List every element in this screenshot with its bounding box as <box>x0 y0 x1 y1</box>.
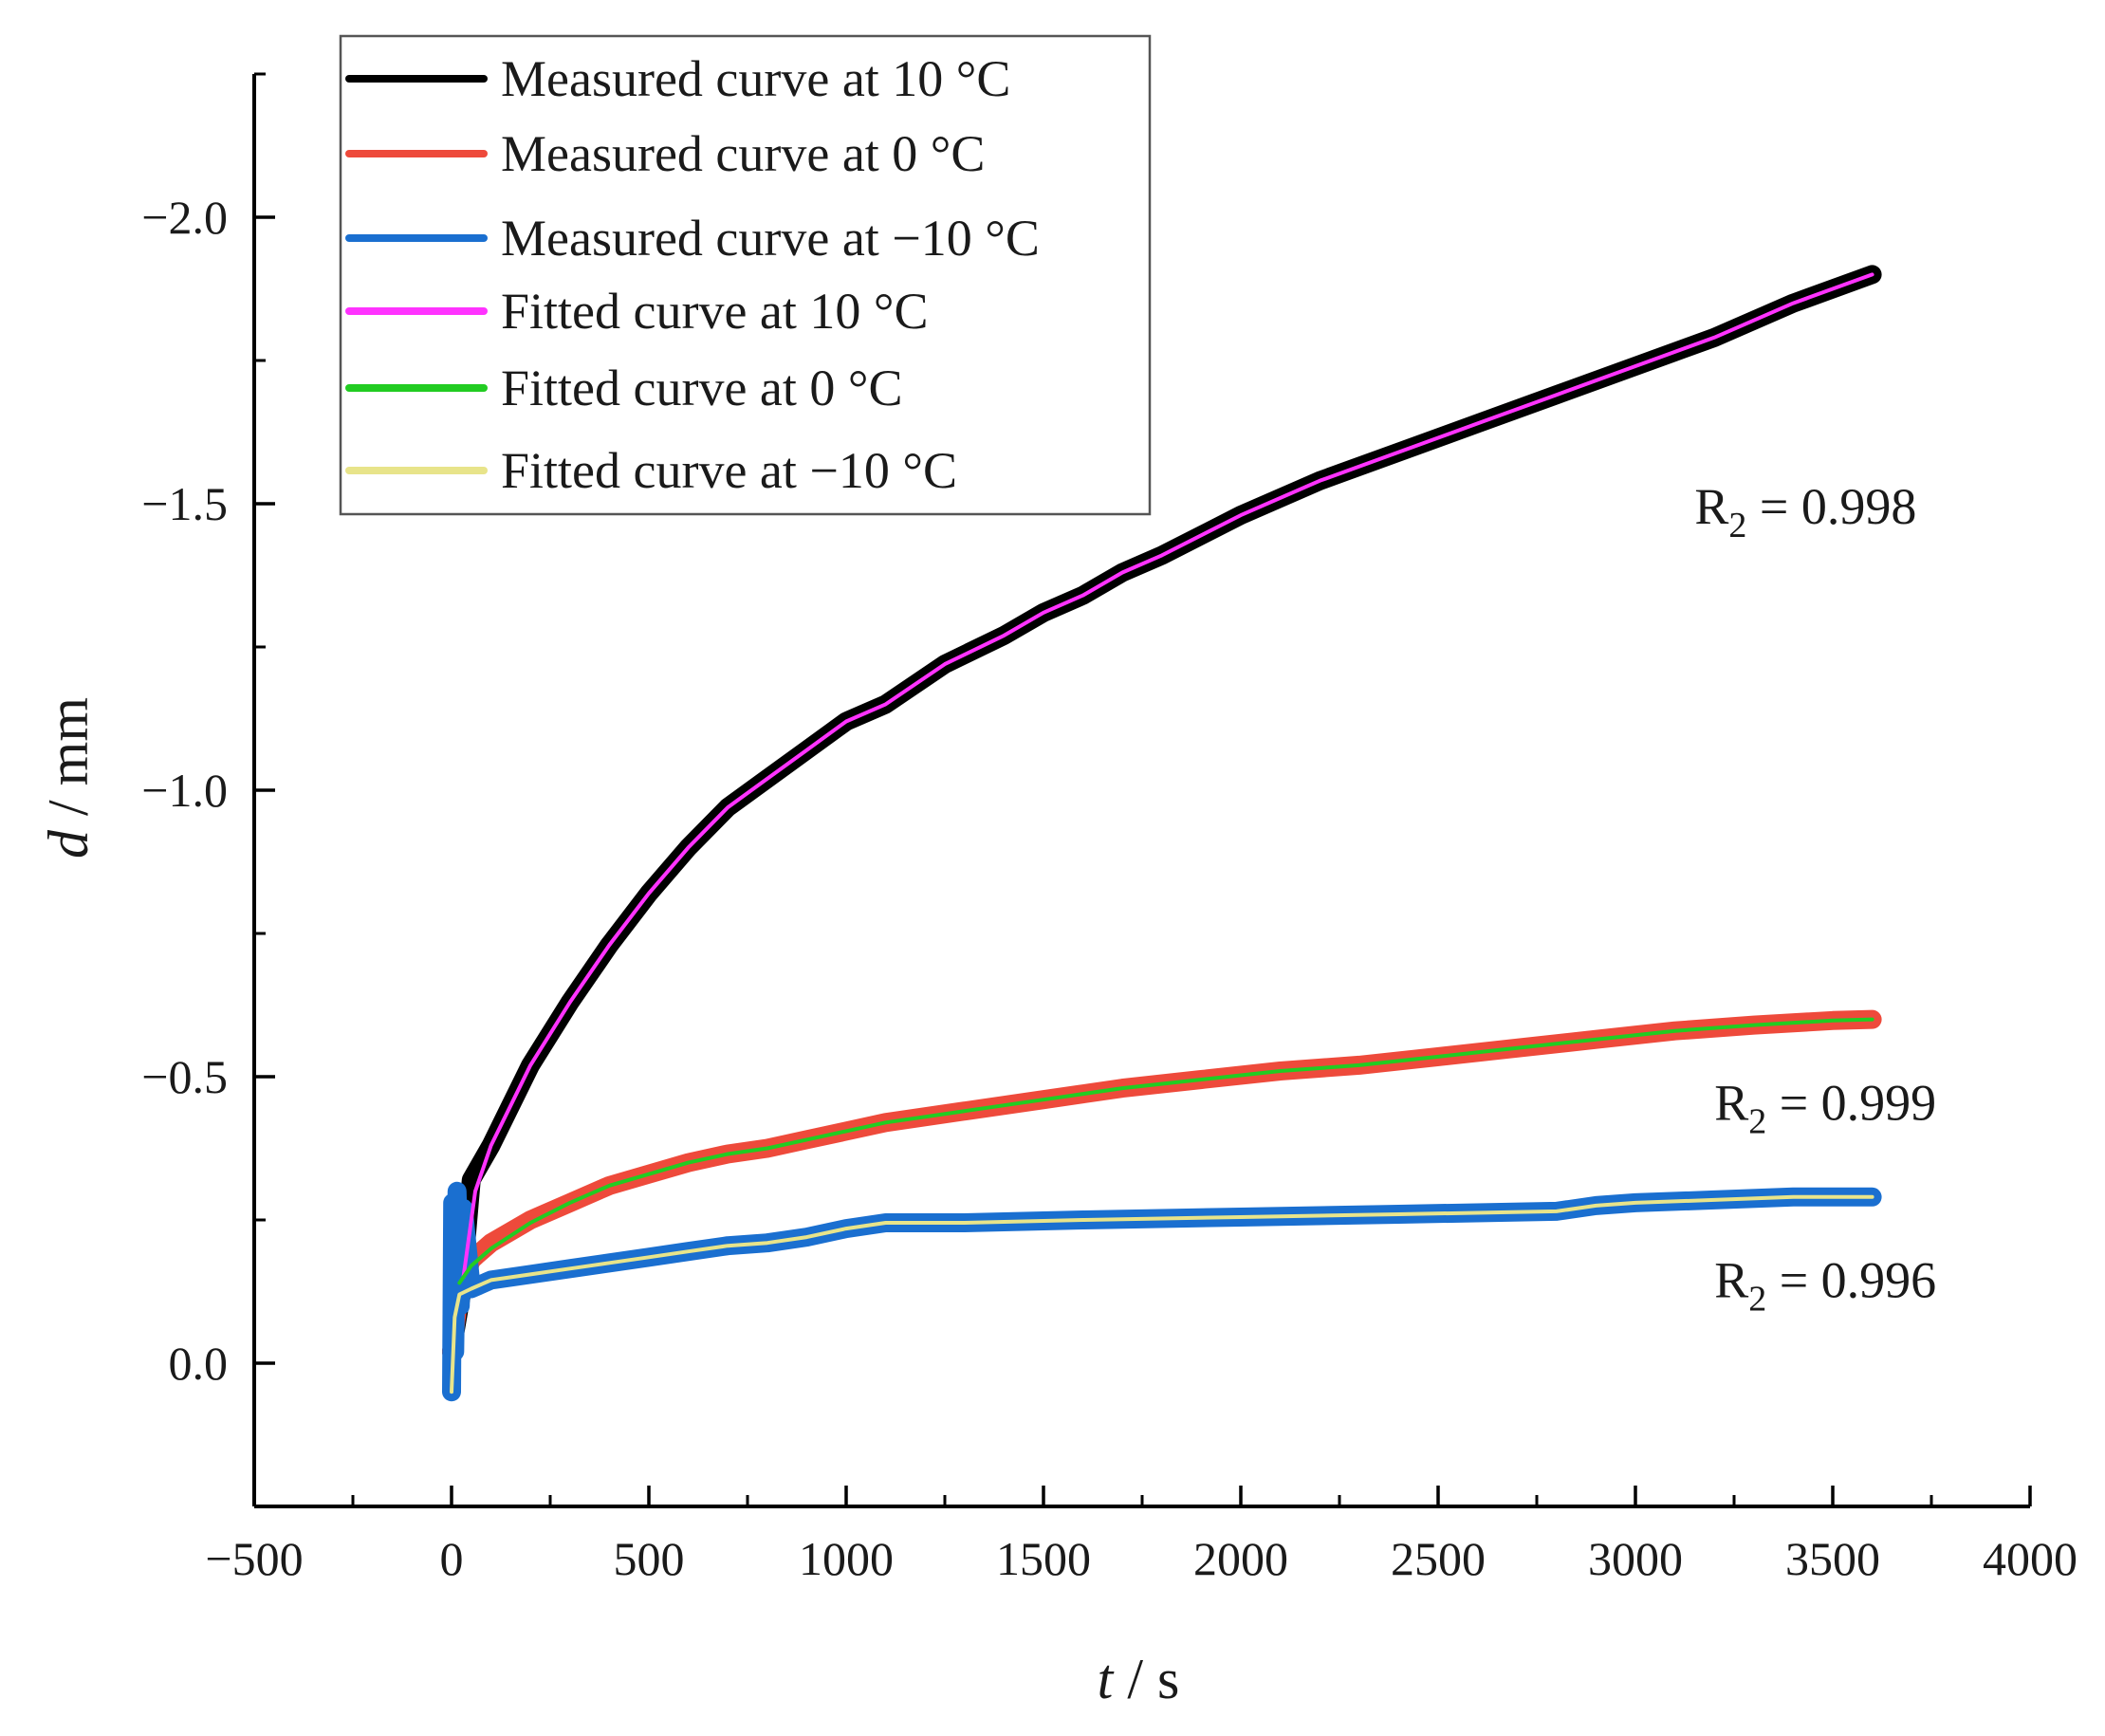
x-axis-unit: / s <box>1113 1648 1179 1710</box>
y-ticks: 0.0 −0.5 −1.0 −1.5 −2.0 <box>141 72 275 1508</box>
r-squared-base: R <box>1694 478 1728 535</box>
x-axis-title: t / s <box>1098 1648 1180 1710</box>
y-axis-variable: d <box>37 829 100 859</box>
x-tick-label: 500 <box>614 1532 685 1585</box>
y-axis-unit: / mm <box>37 697 100 830</box>
r-squared-value: = 0.998 <box>1746 478 1916 535</box>
legend-label: Fitted curve at 0 °C <box>501 360 903 416</box>
x-tick-label: 1000 <box>799 1532 894 1585</box>
legend-label: Fitted curve at 10 °C <box>501 283 929 340</box>
series-line-2 <box>442 1181 1882 1402</box>
series-line-1 <box>442 1009 1882 1361</box>
series-layer <box>442 265 1882 1402</box>
x-tick-label: 3000 <box>1588 1532 1683 1585</box>
r-squared-value: = 0.999 <box>1766 1074 1936 1131</box>
legend: Measured curve at 10 °C Measured curve at… <box>339 34 1152 516</box>
y-axis-title: d / mm <box>37 697 100 859</box>
r-squared-subscript: 2 <box>1728 506 1746 545</box>
y-tick-label: −1.0 <box>141 764 228 817</box>
x-tick-label: 4000 <box>1983 1532 2077 1585</box>
r-squared-label: R2 = 0.998 <box>1694 478 1916 545</box>
y-tick-label: 0.0 <box>169 1337 229 1390</box>
r-squared-subscript: 2 <box>1748 1101 1766 1141</box>
y-tick-label: −2.0 <box>141 191 228 244</box>
x-tick-label: 1500 <box>996 1532 1091 1585</box>
x-tick-label: 2000 <box>1193 1532 1288 1585</box>
legend-label: Measured curve at 0 °C <box>501 125 985 182</box>
r-squared-subscript: 2 <box>1748 1280 1766 1320</box>
legend-box <box>339 34 1152 516</box>
x-tick-label: −500 <box>205 1532 303 1585</box>
x-ticks: −500 0 500 1000 1500 2000 2500 3000 3500 4000 <box>205 1486 2077 1585</box>
r-squared-base: R <box>1714 1252 1748 1309</box>
x-tick-label: 2500 <box>1391 1532 1486 1585</box>
legend-label: Measured curve at 10 °C <box>501 50 1010 107</box>
series-line-4 <box>457 1017 1874 1285</box>
legend-label: Measured curve at −10 °C <box>501 210 1040 267</box>
x-tick-label: 3500 <box>1785 1532 1880 1585</box>
r-squared-base: R <box>1714 1074 1748 1131</box>
x-tick-label: 0 <box>440 1532 464 1585</box>
y-tick-label: −1.5 <box>141 477 228 530</box>
r-squared-label: R2 = 0.996 <box>1714 1252 1936 1320</box>
r-squared-label: R2 = 0.999 <box>1714 1074 1936 1141</box>
x-axis-variable: t <box>1098 1648 1115 1710</box>
legend-label: Fitted curve at −10 °C <box>501 442 957 499</box>
y-tick-label: −0.5 <box>141 1050 228 1103</box>
series-line-3 <box>461 272 1874 1280</box>
r-squared-value: = 0.996 <box>1766 1252 1936 1309</box>
series-line-5 <box>450 1194 1874 1394</box>
